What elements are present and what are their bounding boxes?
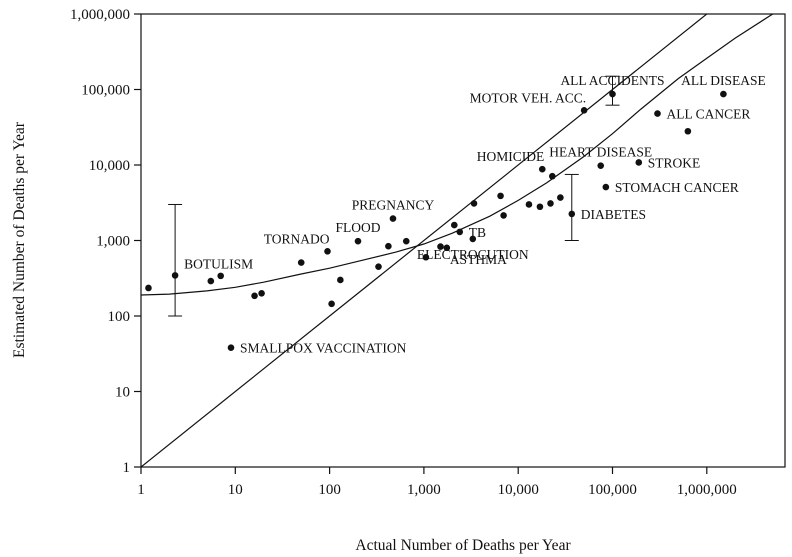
y-tick-label: 10 — [115, 385, 130, 401]
axis-ticks: 1 10 100 1,000 10,000 100,000 1,000,000 1 10 100 1… — [70, 7, 737, 498]
data-point — [354, 237, 362, 245]
x-tick-label: 100 — [318, 482, 341, 498]
data-point — [385, 242, 392, 250]
y-tick-label: 10,000 — [89, 158, 130, 174]
data-point — [538, 165, 546, 173]
data-point — [602, 183, 610, 191]
data-point — [443, 244, 451, 252]
data-point — [145, 284, 152, 292]
data-point — [635, 159, 643, 166]
data-point — [337, 276, 344, 284]
point-label: ALL CANCER — [666, 107, 750, 122]
data-point — [568, 210, 576, 218]
point-label: ASTHMA — [450, 252, 507, 267]
point-label: ALL DISEASE — [681, 73, 766, 88]
data-point — [402, 237, 410, 245]
x-tick-label: 1,000 — [407, 482, 441, 498]
point-labels: BOTULISM SMALLPOX VACCINATION TORNADO FLOOD… — [184, 73, 766, 356]
fitted-curve — [141, 14, 774, 296]
data-point — [470, 200, 478, 207]
data-point — [547, 200, 554, 207]
y-axis-title: Estimated Number of Deaths per Year — [11, 121, 28, 358]
data-point — [684, 127, 692, 135]
x-tick-label: 1,000,000 — [677, 482, 737, 498]
data-point — [580, 107, 588, 114]
point-label: TORNADO — [264, 231, 330, 246]
data-point — [324, 247, 331, 255]
equality-line — [141, 14, 708, 467]
point-label: ALL ACCIDENTS — [560, 73, 664, 88]
point-label: SMALLPOX VACCINATION — [240, 341, 407, 356]
data-point — [217, 272, 224, 280]
y-tick-label: 100 — [108, 309, 131, 325]
point-label: BOTULISM — [184, 256, 253, 271]
data-point — [171, 272, 179, 279]
data-point — [557, 194, 564, 201]
data-point — [227, 344, 235, 352]
data-point — [258, 289, 265, 297]
point-label: FLOOD — [335, 220, 380, 235]
x-axis-title: Actual Number of Deaths per Year — [355, 537, 571, 554]
point-label: HOMICIDE — [477, 149, 545, 164]
data-point — [437, 243, 444, 250]
x-tick-label: 10 — [228, 482, 243, 498]
data-point — [375, 263, 382, 270]
point-label: HEART DISEASE — [549, 145, 652, 160]
data-point — [597, 162, 605, 169]
data-point — [297, 259, 305, 266]
point-label: TB — [469, 225, 486, 240]
data-point — [549, 172, 556, 180]
data-point — [328, 300, 335, 308]
point-label: PREGNANCY — [352, 198, 435, 213]
y-tick-label: 100,000 — [81, 83, 130, 99]
data-point — [389, 215, 397, 222]
data-point — [497, 192, 504, 200]
point-label: STOMACH CANCER — [615, 180, 739, 195]
data-point — [720, 90, 727, 98]
data-point — [500, 212, 507, 219]
point-label: DIABETES — [581, 207, 646, 222]
data-point — [469, 235, 477, 243]
data-point — [525, 201, 533, 208]
data-point — [207, 277, 215, 285]
data-point — [422, 253, 430, 261]
y-tick-label: 1,000 — [96, 234, 130, 250]
x-tick-label: 10,000 — [498, 482, 539, 498]
data-points — [145, 90, 727, 352]
chart-lines — [141, 14, 774, 467]
data-point — [609, 90, 616, 98]
point-label: ELECTROCUTION — [417, 247, 529, 262]
x-tick-label: 100,000 — [588, 482, 637, 498]
data-point — [654, 110, 661, 117]
data-point — [456, 228, 464, 236]
data-point — [251, 292, 258, 300]
y-tick-label: 1 — [123, 460, 131, 476]
point-label: MOTOR VEH. ACC. — [470, 90, 587, 105]
data-point — [536, 203, 544, 211]
x-tick-label: 1 — [137, 482, 145, 498]
point-label: STROKE — [648, 155, 701, 170]
error-bars — [168, 75, 620, 317]
data-point — [450, 221, 458, 229]
y-tick-label: 1,000,000 — [70, 7, 130, 23]
